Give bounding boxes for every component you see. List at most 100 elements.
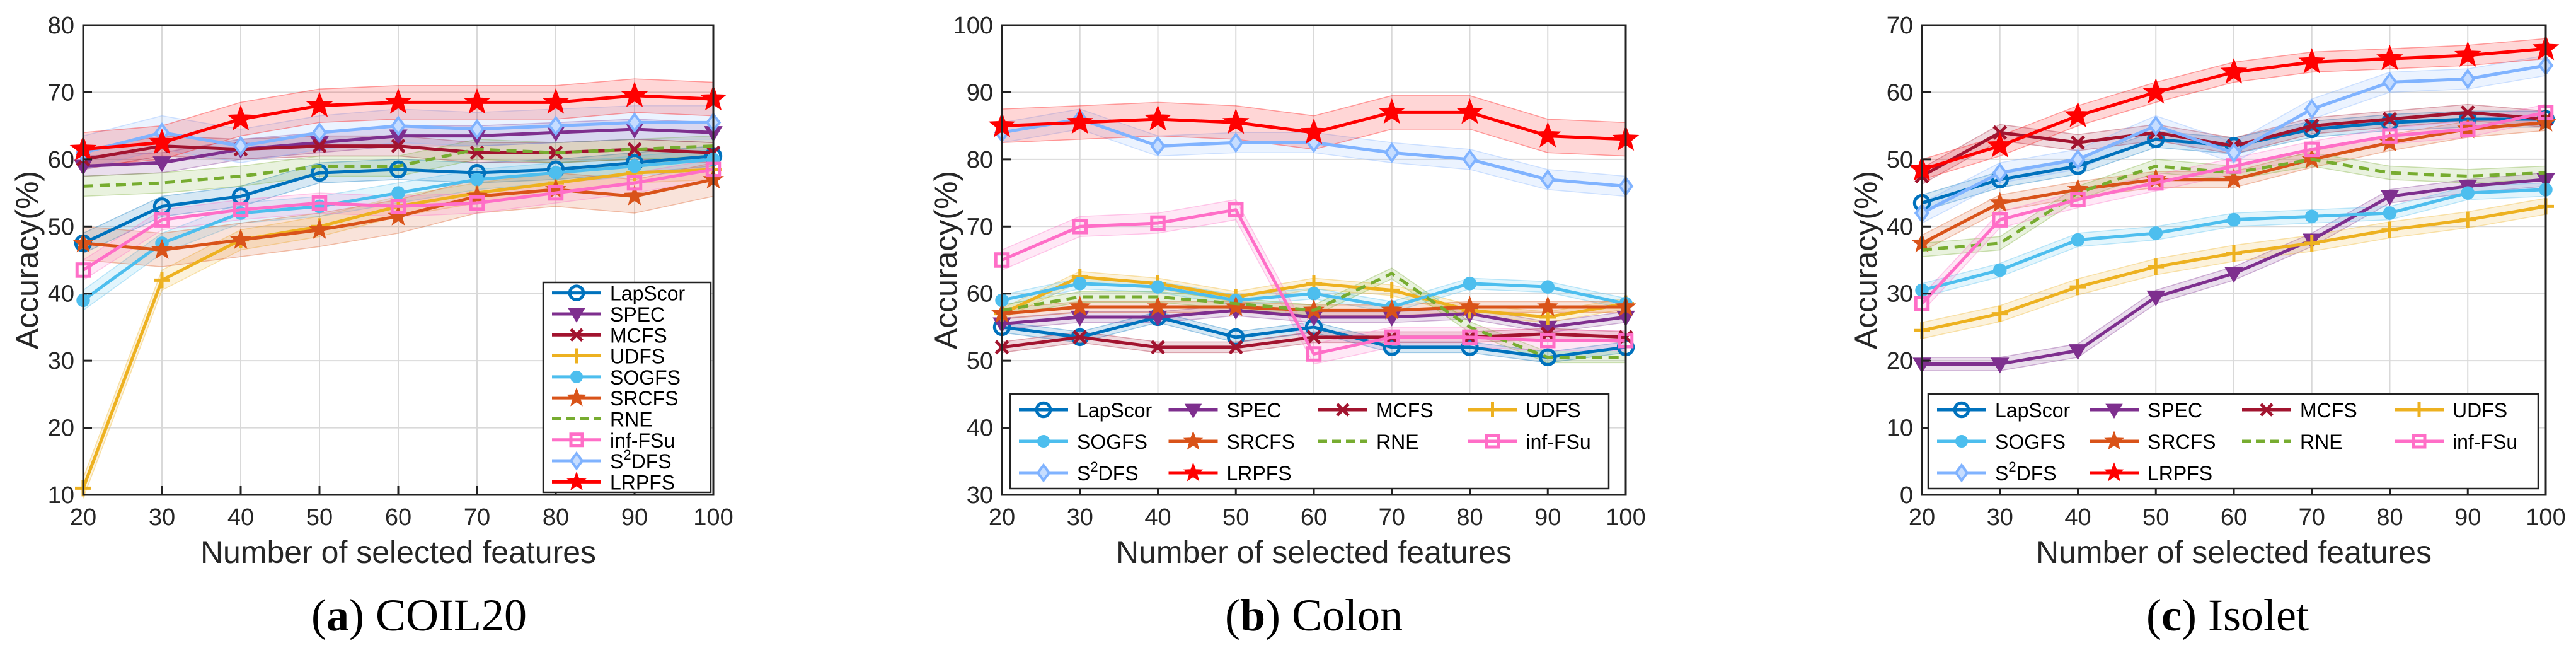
- legend-label: SPEC: [2148, 399, 2202, 422]
- legend-marker: [1953, 401, 1970, 419]
- legend-label: S2DFS: [610, 447, 672, 473]
- y-tick-label: 60: [1887, 79, 1913, 106]
- y-tick-label: 10: [1887, 415, 1913, 442]
- point-s2dfs: [2459, 68, 2476, 90]
- legend-entry-spec: SPEC: [2090, 399, 2202, 422]
- point-inf-fsu: [1228, 202, 1244, 217]
- legend-marker: [2412, 402, 2427, 417]
- legend-label: SOGFS: [610, 366, 681, 389]
- point-srcfs: [1069, 296, 1091, 316]
- y-tick-label: 100: [953, 13, 993, 39]
- legend-entry-spec: SPEC: [552, 303, 665, 326]
- x-tick-label: 70: [1379, 504, 1405, 531]
- y-tick-label: 60: [48, 147, 74, 173]
- point-spec: [2068, 344, 2088, 361]
- point-srcfs: [1225, 296, 1247, 316]
- legend-label: RNE: [2300, 431, 2343, 453]
- point-lrpfs: [1222, 108, 1250, 134]
- point-sogfs: [1151, 280, 1165, 294]
- point-sogfs: [2149, 226, 2163, 240]
- point-inf-fsu: [233, 202, 249, 217]
- caption-a: (a) COIL20: [311, 590, 527, 640]
- x-tick-label: 30: [1987, 504, 2013, 531]
- legend-entry-mcfs: MCFS: [1318, 399, 1434, 422]
- legend-entry-mcfs: MCFS: [552, 324, 667, 347]
- legend-label-superscript: 2: [2008, 459, 2016, 475]
- legend-label: SRCFS: [2148, 431, 2216, 453]
- legend-label: MCFS: [1376, 399, 1434, 422]
- point-sogfs: [2305, 209, 2319, 224]
- chart-panel-coil20: 20 30 40 50 60 70 80 90 1001020304050607080Numbe…: [9, 13, 733, 570]
- y-tick-label: 70: [967, 214, 993, 240]
- y-tick-label: 50: [967, 348, 993, 374]
- legend-entry-srcfs: SRCFS: [1168, 431, 1295, 453]
- series-sogfs: [1915, 183, 2553, 298]
- point-srcfs: [151, 238, 173, 259]
- legend-label-superscript: 2: [623, 447, 631, 463]
- x-tick-label: 40: [2064, 504, 2091, 531]
- point-s2dfs: [390, 115, 406, 136]
- legend-label: S2DFS: [1995, 459, 2057, 485]
- legend-entry-sogfs: SOGFS: [1019, 431, 1147, 453]
- x-tick-label: 20: [70, 504, 96, 531]
- point-s2dfs: [1540, 169, 1556, 190]
- point-s2dfs: [1462, 149, 1478, 170]
- x-tick-label: 20: [989, 504, 1015, 531]
- x-tick-label: 60: [2221, 504, 2247, 531]
- point-sogfs: [391, 186, 405, 200]
- y-tick-label: 90: [967, 79, 993, 106]
- caption-letter: b: [1239, 590, 1265, 640]
- point-inf-fsu: [154, 212, 170, 228]
- point-sogfs: [628, 159, 641, 173]
- point-lrpfs: [1300, 118, 1328, 144]
- point-s2dfs: [2226, 142, 2242, 163]
- line-lapscor: [82, 154, 714, 245]
- point-lrpfs: [2298, 48, 2326, 74]
- point-mcfs: [1072, 330, 1088, 345]
- point-udfs: [2148, 258, 2165, 275]
- legend-entry-lapscor: LapScor: [1937, 399, 2071, 422]
- point-inf-fsu: [1072, 219, 1088, 235]
- point-sogfs: [2227, 212, 2241, 227]
- point-lrpfs: [1456, 98, 1483, 124]
- point-s2dfs: [311, 122, 328, 143]
- legend-entry-s2dfs: S2DFS: [1019, 459, 1139, 485]
- y-axis-label: Accuracy(%): [928, 171, 963, 349]
- y-tick-label: 80: [967, 147, 993, 173]
- x-tick-label: 80: [543, 504, 569, 531]
- legend-entry-srcfs: SRCFS: [2090, 431, 2216, 453]
- legend-entry-mcfs: MCFS: [2242, 399, 2357, 422]
- legend-marker: [1036, 463, 1051, 483]
- point-s2dfs: [2070, 149, 2086, 170]
- legend-entry-inf-fsu: inf-FSu: [2395, 431, 2517, 453]
- series-s2dfs: [1914, 55, 2554, 224]
- point-lrpfs: [2454, 41, 2481, 67]
- legend-marker: [568, 308, 585, 323]
- point-sogfs: [1541, 280, 1555, 294]
- point-s2dfs: [2382, 72, 2398, 93]
- legend-entry-inf-fsu: inf-FSu: [552, 429, 675, 452]
- legend-label: MCFS: [610, 324, 667, 347]
- chart-panel-colon: 20 30 40 50 60 70 80 90 10030405060708090100Numb…: [928, 13, 1646, 570]
- legend-label: SPEC: [610, 303, 665, 326]
- legend: LapScorSPECMCFSUDFSSOGFSSRCFSRNEinf-FSuS…: [542, 281, 712, 494]
- legend-marker: [1485, 434, 1500, 449]
- legend-entry-s2dfs: S2DFS: [552, 447, 672, 473]
- legend-label: SOGFS: [1995, 431, 2066, 453]
- point-s2dfs: [1384, 142, 1400, 163]
- x-tick-label: 70: [2299, 504, 2325, 531]
- point-lapscor: [1227, 328, 1245, 347]
- x-tick-label: 50: [2142, 504, 2169, 531]
- series-lrpfs: [69, 81, 727, 161]
- y-tick-label: 20: [1887, 348, 1913, 374]
- point-lrpfs: [621, 81, 648, 107]
- caption-title: COIL20: [375, 590, 527, 640]
- y-tick-label: 10: [48, 482, 74, 509]
- legend-label: LapScor: [610, 282, 686, 305]
- legend-entry-sogfs: SOGFS: [1937, 431, 2066, 453]
- x-tick-label: 40: [1144, 504, 1171, 531]
- point-sogfs: [1307, 286, 1321, 301]
- point-sogfs: [2383, 206, 2397, 220]
